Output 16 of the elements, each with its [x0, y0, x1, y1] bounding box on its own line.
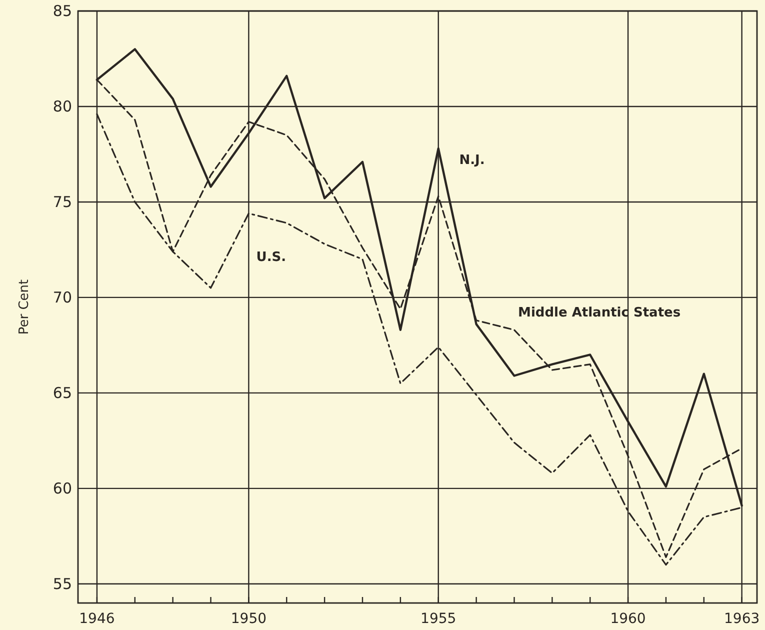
y-tick-label: 55	[52, 574, 72, 593]
x-tick-label: 1950	[230, 611, 267, 627]
y-tick-label: 75	[52, 192, 72, 211]
series-label: U.S.	[256, 250, 286, 266]
y-tick-label: 60	[52, 479, 72, 498]
series-label: N.J.	[459, 152, 485, 168]
y-tick-label: 70	[52, 288, 72, 306]
y-axis-title: Per Cent	[17, 279, 32, 335]
y-tick-label: 85	[52, 2, 72, 20]
x-tick-label: 1960	[610, 611, 646, 627]
y-tick-label: 65	[52, 384, 72, 402]
x-tick-label: 1963	[724, 611, 760, 627]
y-tick-label: 80	[52, 97, 72, 116]
series-label: Middle Atlantic States	[518, 306, 681, 321]
x-tick-label: 1955	[420, 611, 456, 627]
x-tick-label: 1946	[79, 611, 115, 627]
